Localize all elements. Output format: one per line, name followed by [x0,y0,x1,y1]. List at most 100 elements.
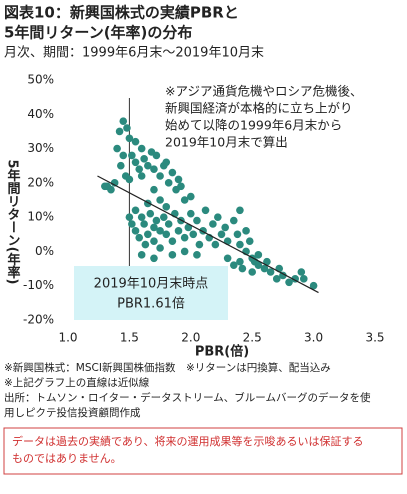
point [201,206,210,215]
point [123,124,131,132]
annotation: 新興国経済が本格的に立ち上がり [165,101,353,116]
point [144,161,152,170]
point [164,220,173,228]
y-tick-label: 0% [35,244,54,258]
point [238,264,247,273]
point [135,165,144,173]
point [233,230,242,239]
point [137,251,146,259]
point [128,220,136,228]
note: ※新興国株式：MSCI新興国株価指数 ※リターンは円換算、配当込み [4,361,331,374]
point [137,213,146,221]
x-tick-label: 1.5 [120,331,139,345]
y-tick-label: -10% [23,278,54,292]
point [162,158,171,167]
point [137,172,146,180]
callout-text: 2019年10月末時点 [94,277,209,292]
point [140,155,148,163]
point [152,216,161,225]
x-axis-label: PBR(倍) [195,344,249,360]
point [309,281,318,290]
point [168,251,177,259]
point [180,233,189,242]
point [221,223,229,232]
point [156,196,164,204]
point [119,117,128,125]
point [146,209,155,218]
point [131,158,140,167]
point [260,264,269,273]
point [174,227,183,235]
point [113,144,121,153]
point [193,216,201,225]
point [115,127,124,136]
point [128,151,136,160]
title: 図表10：新興国株式の実績PBRと [4,4,239,22]
point [211,240,220,249]
point [156,244,164,252]
point [187,192,195,201]
point [180,196,189,204]
point [162,203,171,211]
point [156,172,164,180]
y-tick-label: 20% [27,175,54,189]
y-tick-label: 50% [27,73,54,87]
annotation: 2019年10月末で算出 [165,135,288,150]
x-tick-label: 2.5 [243,331,262,345]
x-tick-label: 3.0 [304,331,323,345]
point [141,240,150,249]
point [254,251,263,259]
disclaimer: データは過去の実績であり、将来の運用成果等を示唆あるいは保証する [12,434,363,448]
note: ※上記グラフ上の直線は近似線 [4,376,150,389]
point [125,213,134,221]
subtitle: 月次、期間：1999年6月末～2019年10月末 [4,45,264,61]
point [297,268,306,276]
point [245,237,254,245]
point [214,213,222,221]
point [187,209,195,218]
point [117,161,125,170]
trend-line [97,175,319,294]
point [254,261,263,269]
point [137,144,146,153]
y-tick-label: 30% [27,141,54,155]
callout-text: PBR1.61倍 [117,297,185,312]
point [156,227,164,235]
point [236,240,244,249]
point [285,278,293,287]
point [174,175,183,184]
point [150,237,158,245]
point [140,220,148,228]
y-tick-label: 40% [27,107,54,121]
point [217,230,226,239]
point [223,254,232,263]
point [150,185,158,194]
point [168,237,177,245]
y-axis-label: 5年間リターン(年率) [5,160,21,285]
note: 用しピクテ投信投資顧問作成 [4,406,141,419]
point [263,257,271,266]
point [272,275,281,283]
point [107,185,115,194]
point [248,268,256,276]
point [119,151,128,160]
x-tick-label: 3.5 [365,331,384,345]
point [209,220,217,228]
disclaimer-box [3,427,403,475]
point [299,275,308,283]
y-tick-label: -20% [23,313,54,327]
point [279,271,287,280]
point [135,233,144,242]
point [236,206,244,215]
point [229,261,238,269]
title: 5年間リターン(年率)の分布 [4,24,192,42]
point [131,227,140,235]
point [189,230,198,239]
point [144,230,152,239]
point [131,137,140,146]
point [168,168,177,177]
point [195,240,204,249]
point [229,216,238,225]
point [164,179,173,187]
